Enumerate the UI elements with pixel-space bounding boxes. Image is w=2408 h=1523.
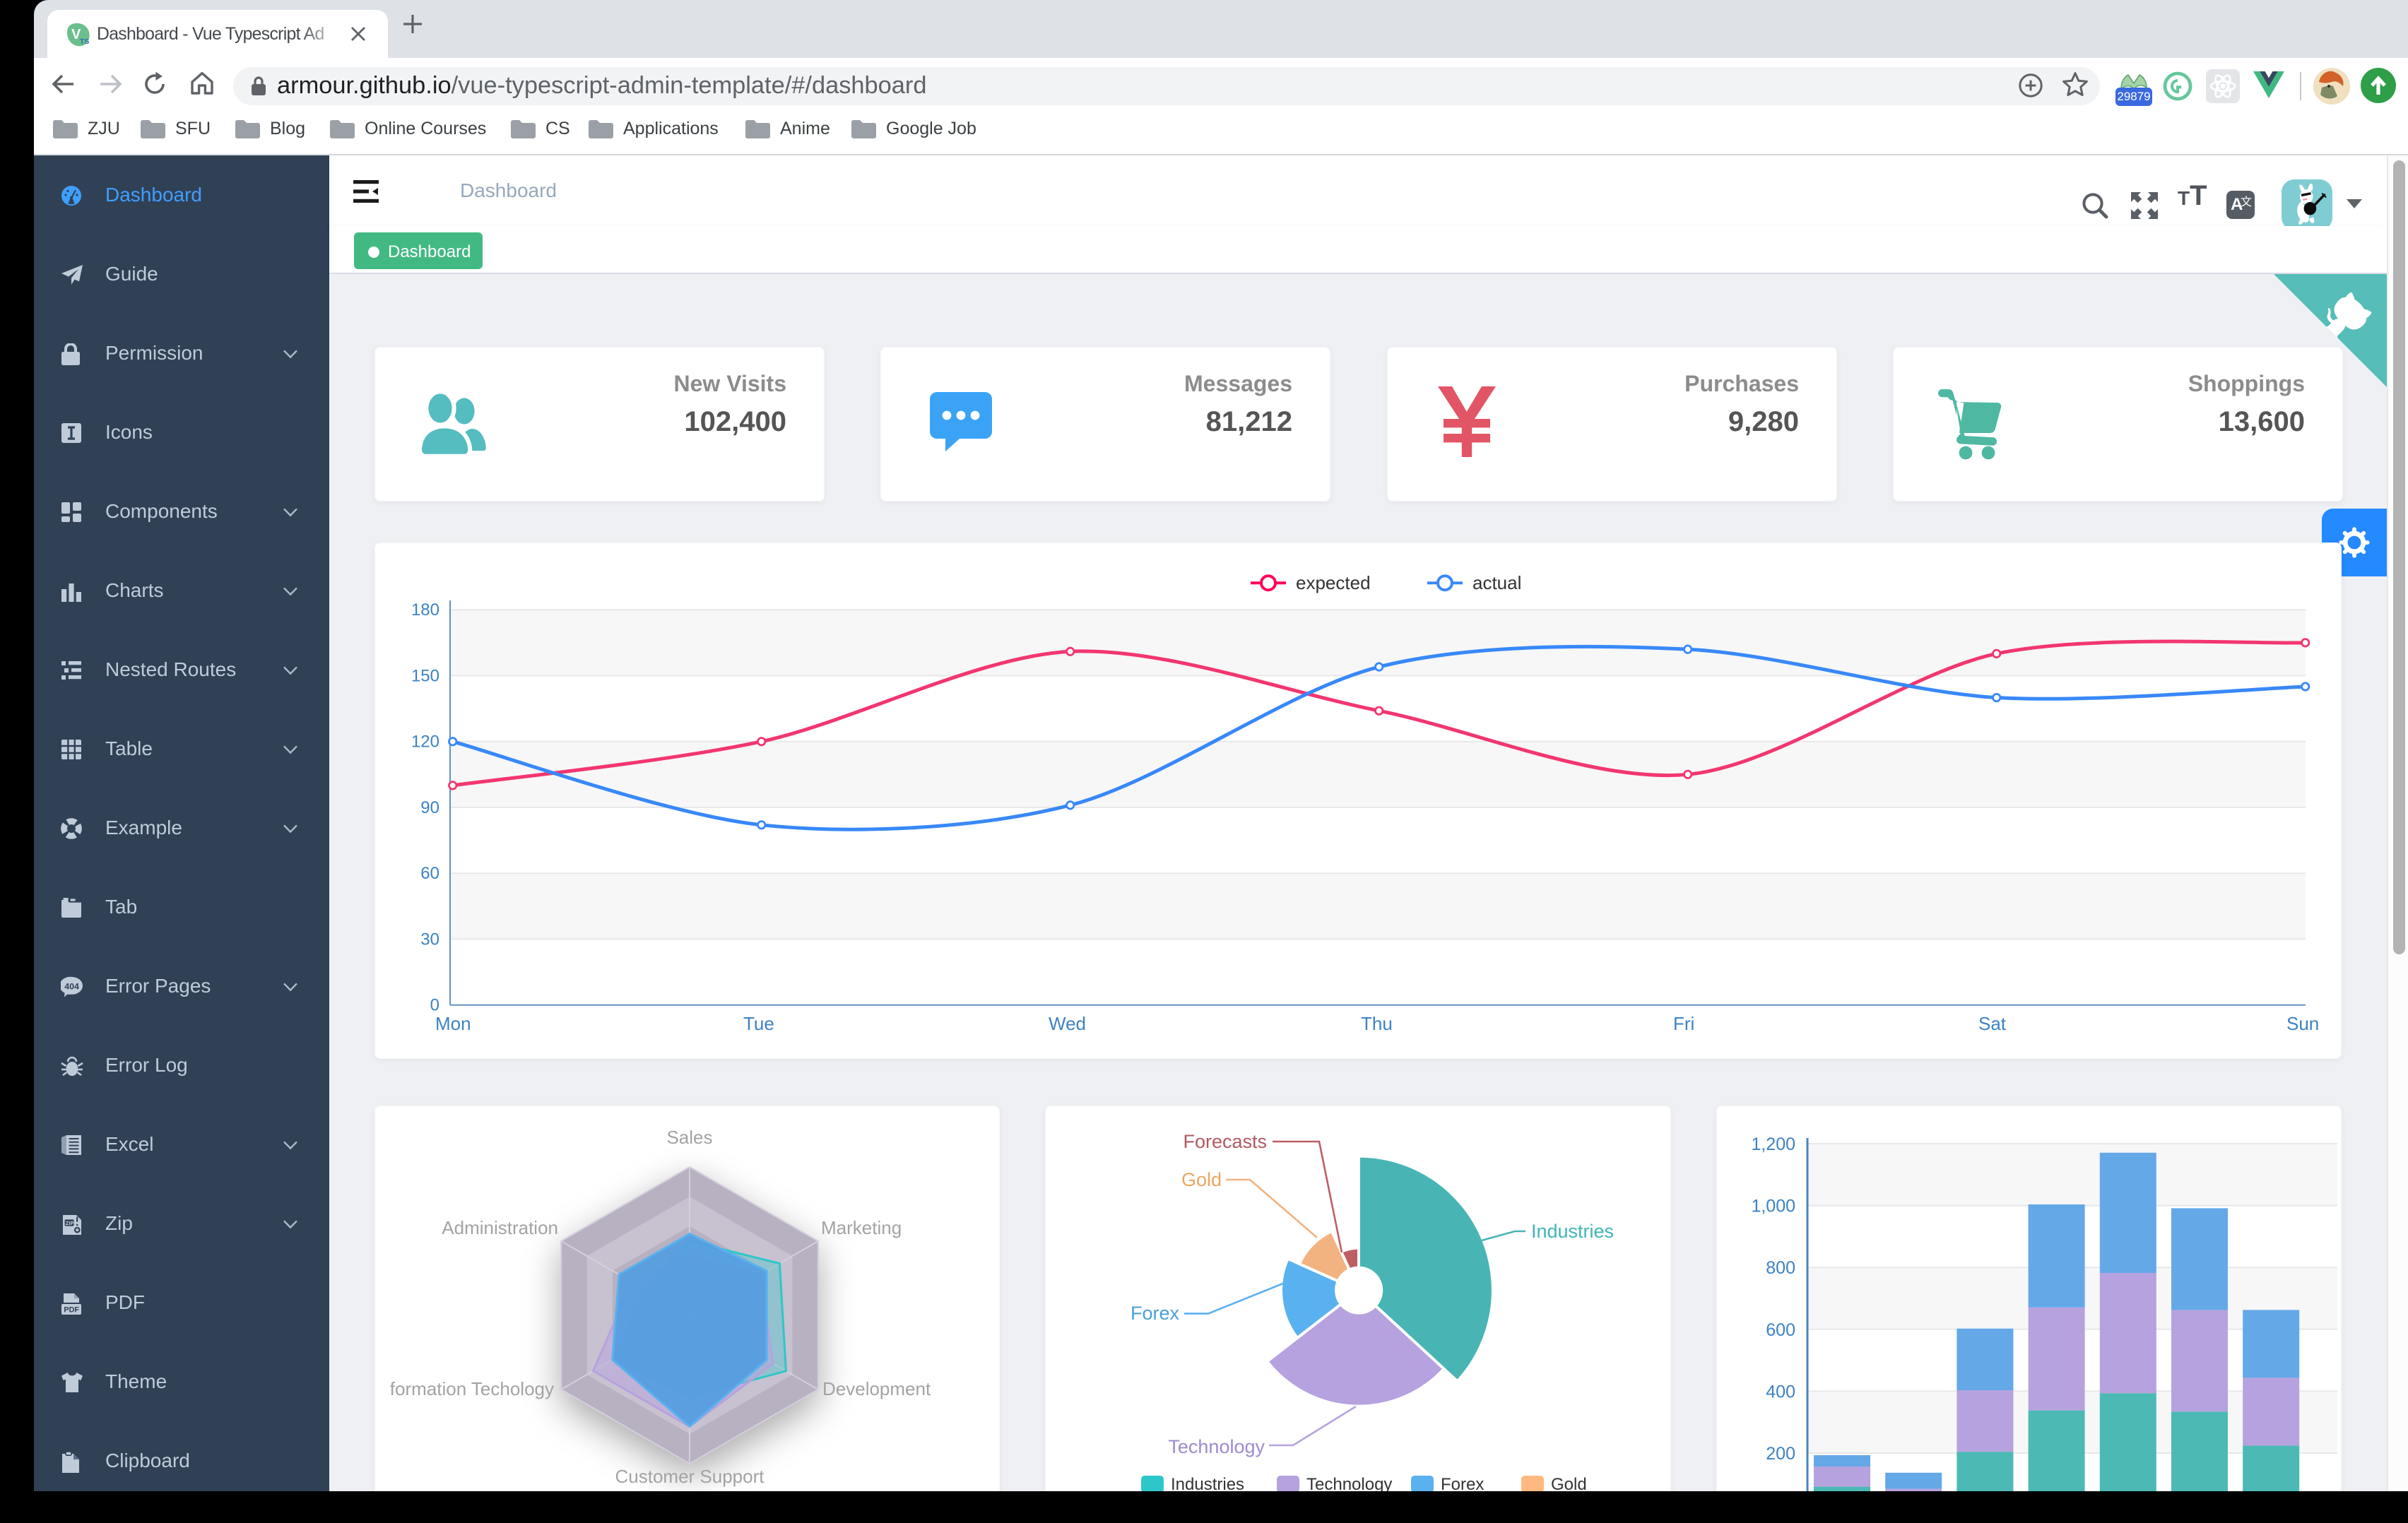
svg-text:V: V	[71, 27, 81, 42]
svg-text:actual: actual	[1472, 572, 1521, 593]
svg-text:200: 200	[1766, 1444, 1795, 1464]
svg-text:expected: expected	[1296, 572, 1371, 593]
svg-text:Forecasts: Forecasts	[1183, 1131, 1267, 1152]
svg-text:Sales: Sales	[666, 1127, 712, 1148]
svg-text:Fri: Fri	[1673, 1013, 1694, 1034]
svg-text:Technology: Technology	[1168, 1436, 1265, 1457]
svg-text:90: 90	[420, 798, 439, 817]
svg-text:ZIP: ZIP	[66, 1220, 74, 1226]
svg-text:Gold: Gold	[1181, 1169, 1222, 1190]
svg-text:120: 120	[411, 733, 439, 752]
svg-text:180: 180	[411, 600, 439, 620]
svg-text:Development: Development	[822, 1378, 931, 1399]
svg-text:Wed: Wed	[1049, 1013, 1086, 1034]
svg-text:Sat: Sat	[1978, 1013, 2007, 1034]
svg-text:Administration: Administration	[442, 1217, 558, 1238]
svg-text:PDF: PDF	[64, 1306, 79, 1315]
svg-text:Mon: Mon	[435, 1013, 471, 1034]
svg-text:Customer Support: Customer Support	[615, 1466, 765, 1487]
svg-text:800: 800	[1766, 1258, 1795, 1278]
svg-text:Thu: Thu	[1361, 1013, 1393, 1034]
svg-text:Forex: Forex	[1131, 1303, 1180, 1324]
svg-text:Gold: Gold	[1551, 1475, 1587, 1491]
svg-text:404: 404	[64, 982, 79, 992]
svg-text:400: 400	[1766, 1382, 1795, 1401]
svg-text:Forex: Forex	[1441, 1475, 1484, 1491]
svg-text:1,200: 1,200	[1751, 1134, 1795, 1154]
svg-text:Marketing: Marketing	[821, 1217, 902, 1238]
svg-text:60: 60	[420, 864, 439, 883]
svg-text:Tue: Tue	[743, 1013, 774, 1034]
svg-text:1,000: 1,000	[1751, 1197, 1795, 1216]
svg-text:Industries: Industries	[1171, 1475, 1244, 1491]
svg-text:Sun: Sun	[2286, 1013, 2319, 1034]
svg-text:formation Techology: formation Techology	[390, 1378, 554, 1399]
svg-text:Technology: Technology	[1306, 1475, 1392, 1491]
svg-text:Industries: Industries	[1531, 1221, 1614, 1242]
svg-text:30: 30	[420, 930, 439, 949]
svg-text:0: 0	[430, 996, 439, 1015]
svg-text:TS: TS	[80, 38, 89, 46]
svg-text:150: 150	[411, 666, 439, 685]
svg-text:600: 600	[1766, 1320, 1795, 1340]
